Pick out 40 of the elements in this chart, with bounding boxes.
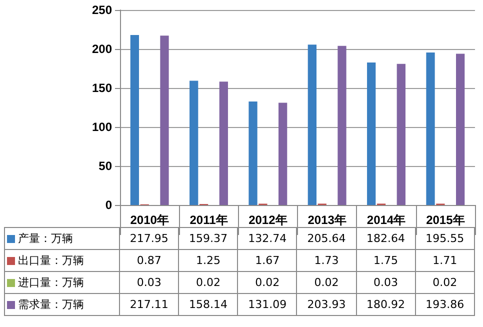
- data-label: 0.02: [178, 272, 238, 294]
- data-label: 0.03: [120, 272, 179, 294]
- data-label: 182.64: [356, 228, 416, 250]
- data-label: 131.09: [238, 294, 297, 316]
- data-label: 195.55: [415, 228, 474, 250]
- data-label: 1.73: [296, 250, 356, 272]
- data-label: 205.64: [296, 228, 356, 250]
- y-tick-label: 0: [105, 198, 112, 212]
- data-label: 132.74: [238, 228, 297, 250]
- data-label: 217.11: [120, 294, 179, 316]
- legend-label: 进口量：万辆: [18, 276, 84, 289]
- data-label: 193.86: [415, 294, 474, 316]
- x-tick-label: 2013年: [308, 213, 346, 227]
- data-label: 217.95: [120, 228, 179, 250]
- data-label: 0.03: [356, 272, 416, 294]
- legend-label: 需求量：万辆: [18, 298, 84, 311]
- data-label: 0.02: [415, 272, 474, 294]
- data-label: 1.75: [356, 250, 416, 272]
- data-label: 1.25: [178, 250, 238, 272]
- data-label: 0.02: [296, 272, 356, 294]
- x-tick-label: 2011年: [190, 213, 228, 227]
- data-label: 0.02: [238, 272, 297, 294]
- y-tick-label: 200: [92, 42, 112, 56]
- y-tick-label: 250: [92, 3, 112, 17]
- data-label: 203.93: [296, 294, 356, 316]
- x-tick-label: 2012年: [248, 213, 288, 227]
- data-label: 1.67: [238, 250, 297, 272]
- y-tick-label: 50: [98, 159, 112, 173]
- legend-label: 产量：万辆: [18, 232, 73, 245]
- data-label: 158.14: [178, 294, 238, 316]
- y-tick-label: 150: [92, 81, 112, 95]
- x-tick-label: 2015年: [426, 213, 465, 227]
- legend-label: 出口量：万辆: [18, 254, 84, 267]
- data-label: 159.37: [178, 228, 238, 250]
- data-label: 0.87: [120, 250, 179, 272]
- x-tick-label: 2014年: [366, 213, 406, 227]
- data-label: 1.71: [415, 250, 474, 272]
- data-label: 180.92: [356, 294, 416, 316]
- y-tick-label: 100: [92, 120, 112, 134]
- x-tick-label: 2010年: [130, 213, 169, 227]
